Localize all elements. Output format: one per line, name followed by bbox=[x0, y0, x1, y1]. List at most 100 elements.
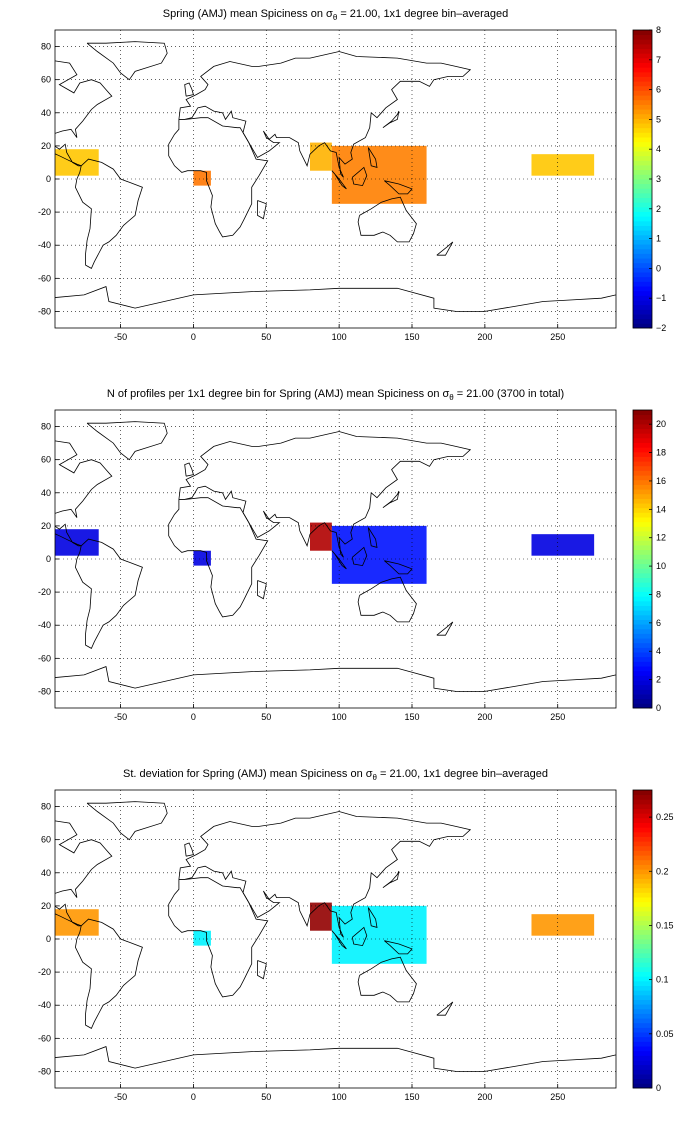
colorbar-segment bbox=[633, 1027, 652, 1033]
colorbar-tick-label: 0.05 bbox=[656, 1029, 674, 1039]
colorbar-segment bbox=[633, 656, 652, 662]
data-region bbox=[55, 149, 99, 176]
coastline bbox=[184, 842, 194, 857]
colorbar-segment bbox=[633, 1004, 652, 1010]
colorbar-segment bbox=[633, 304, 652, 310]
colorbar-segment bbox=[633, 300, 652, 306]
colorbar-segment bbox=[633, 127, 652, 133]
colorbar-segment bbox=[633, 689, 652, 695]
x-tick-label: -50 bbox=[114, 332, 127, 342]
colorbar-segment bbox=[633, 146, 652, 152]
coastline bbox=[382, 110, 400, 129]
colorbar-segment bbox=[633, 1032, 652, 1038]
colorbar-segment bbox=[633, 62, 652, 68]
colorbar-tick-label: 2 bbox=[656, 204, 661, 214]
colorbar-segment bbox=[633, 799, 652, 805]
colorbar-segment bbox=[633, 202, 652, 208]
y-tick-label: -20 bbox=[38, 207, 51, 217]
colorbar-segment bbox=[633, 206, 652, 212]
coastline bbox=[55, 820, 113, 927]
colorbar-segment bbox=[633, 1078, 652, 1084]
y-tick-label: 0 bbox=[46, 554, 51, 564]
colorbar-segment bbox=[633, 1083, 652, 1089]
colorbar-segment bbox=[633, 239, 652, 245]
panel-std-deviation: St. deviation for Spring (AMJ) mean Spic… bbox=[0, 760, 696, 1140]
coastline bbox=[55, 286, 616, 312]
colorbar: 8 7 6 5 4 3 2 1 0 −1 −2 bbox=[632, 25, 666, 333]
colorbar-segment bbox=[633, 582, 652, 588]
y-tick-label: -60 bbox=[38, 653, 51, 663]
coastline bbox=[86, 801, 168, 841]
colorbar-segment bbox=[633, 915, 652, 921]
x-tick-label: 200 bbox=[477, 712, 492, 722]
colorbar-segment bbox=[633, 934, 652, 940]
colorbar-segment bbox=[633, 461, 652, 467]
colorbar-segment bbox=[633, 803, 652, 810]
y-tick-label: -80 bbox=[38, 686, 51, 696]
colorbar-segment bbox=[633, 197, 652, 203]
chart-title: N of profiles per 1x1 degree bin for Spr… bbox=[106, 388, 565, 403]
colorbar-segment bbox=[633, 95, 652, 101]
colorbar-segment bbox=[633, 456, 652, 462]
colorbar-tick-label: 0.15 bbox=[656, 920, 674, 930]
panel-mean-spiciness: Spring (AMJ) mean Spiciness on σθ = 21.0… bbox=[0, 0, 696, 380]
colorbar-segment bbox=[633, 614, 652, 620]
colorbar-segment bbox=[633, 680, 652, 686]
colorbar-segment bbox=[633, 414, 652, 420]
panel-profile-count: N of profiles per 1x1 degree bin for Spr… bbox=[0, 380, 696, 760]
colorbar-tick-label: 0 bbox=[656, 703, 661, 713]
colorbar-segment bbox=[633, 817, 652, 823]
coastline bbox=[436, 241, 454, 256]
colorbar-segment bbox=[633, 859, 652, 865]
colorbar-tick-label: −1 bbox=[656, 293, 666, 303]
colorbar-segment bbox=[633, 596, 652, 602]
colorbar-segment bbox=[633, 906, 652, 912]
coastline bbox=[436, 621, 454, 636]
colorbar-segment bbox=[633, 971, 652, 977]
coastline bbox=[357, 576, 417, 623]
colorbar-segment bbox=[633, 118, 652, 124]
colorbar-segment bbox=[633, 559, 652, 565]
y-tick-label: 40 bbox=[41, 868, 51, 878]
coastline bbox=[384, 940, 413, 955]
colorbar-tick-label: 20 bbox=[656, 419, 666, 429]
colorbar-segment bbox=[633, 962, 652, 968]
colorbar-segment bbox=[633, 1008, 652, 1014]
colorbar-segment bbox=[633, 822, 652, 828]
colorbar-tick-label: 4 bbox=[656, 144, 661, 154]
colorbar-segment bbox=[633, 34, 652, 40]
x-tick-label: 100 bbox=[332, 712, 347, 722]
x-tick-label: 250 bbox=[550, 712, 565, 722]
x-tick-label: 150 bbox=[404, 332, 419, 342]
colorbar-segment bbox=[633, 878, 652, 884]
colorbar-segment bbox=[633, 563, 652, 569]
colorbar-segment bbox=[633, 262, 652, 268]
colorbar-segment bbox=[633, 447, 652, 453]
colorbar-segment bbox=[633, 836, 652, 842]
coastline bbox=[74, 158, 143, 269]
colorbar-segment bbox=[633, 901, 652, 907]
data-region bbox=[310, 522, 332, 551]
colorbar-segment bbox=[633, 314, 652, 320]
data-region bbox=[310, 902, 332, 931]
x-tick-label: 50 bbox=[261, 332, 271, 342]
colorbar-segment bbox=[633, 610, 652, 616]
colorbar-segment bbox=[633, 253, 652, 259]
colorbar-segment bbox=[633, 1018, 652, 1024]
x-tick-label: 0 bbox=[191, 332, 196, 342]
data-region bbox=[310, 142, 332, 171]
data-region bbox=[55, 909, 99, 936]
colorbar-frame bbox=[632, 409, 653, 709]
colorbar-segment bbox=[633, 309, 652, 315]
colorbar-tick-label: 0 bbox=[656, 1083, 661, 1093]
data-region bbox=[331, 525, 427, 584]
colorbar-segment bbox=[633, 980, 652, 986]
colorbar-segment bbox=[633, 943, 652, 949]
colorbar-segment bbox=[633, 976, 652, 982]
colorbar-segment bbox=[633, 638, 652, 644]
coastline bbox=[367, 527, 378, 548]
coastline bbox=[55, 666, 616, 692]
coastline bbox=[384, 180, 413, 195]
colorbar-segment bbox=[633, 132, 652, 138]
colorbar-segment bbox=[633, 831, 652, 837]
